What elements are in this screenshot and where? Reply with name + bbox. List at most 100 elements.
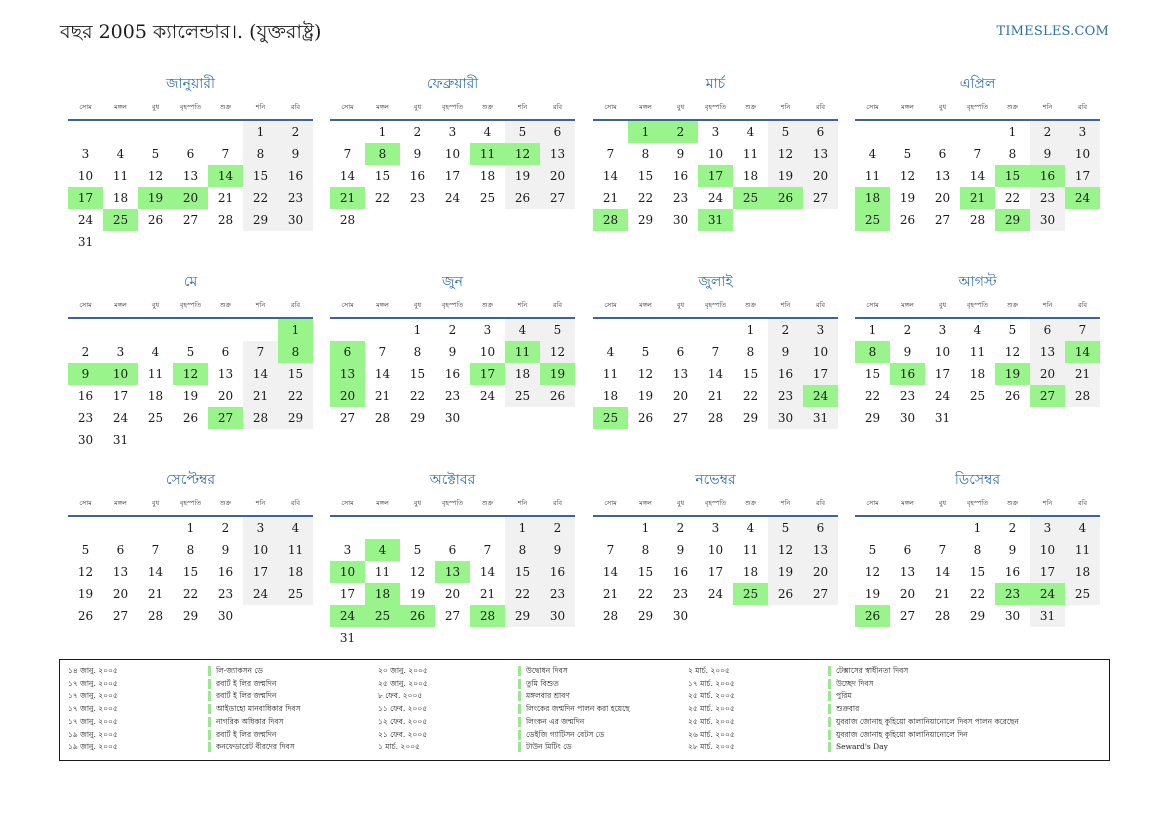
day-cell[interactable]: 18 [147,389,164,403]
day-cell[interactable]: 7 [151,543,160,557]
day-cell[interactable]: 2 [278,121,313,143]
day-cell[interactable]: 3 [243,517,278,539]
day-cell[interactable]: 11 [278,539,313,561]
day-cell[interactable]: 25 [278,583,313,605]
day-cell[interactable]: 14 [374,367,391,381]
day-cell[interactable]: 14 [934,565,951,579]
day-cell[interactable]: 3 [938,323,947,337]
day-cell[interactable]: 9 [278,143,313,165]
day-cell[interactable]: 28 [934,609,951,623]
day-cell[interactable]: 27 [899,609,916,623]
holiday-day-cell[interactable]: 10 [330,561,365,583]
day-cell[interactable]: 30 [1030,209,1065,231]
day-cell[interactable]: 9 [1008,543,1017,557]
day-cell[interactable]: 8 [973,543,982,557]
day-cell[interactable]: 6 [803,121,838,143]
day-cell[interactable]: 19 [899,191,916,205]
day-cell[interactable]: 8 [413,345,422,359]
day-cell[interactable]: 5 [641,345,650,359]
day-cell[interactable]: 2 [413,125,422,139]
day-cell[interactable]: 23 [444,389,461,403]
day-cell[interactable]: 8 [641,543,650,557]
day-cell[interactable]: 12 [409,565,426,579]
holiday-day-cell[interactable]: 13 [330,363,365,385]
holiday-day-cell[interactable]: 8 [855,341,890,363]
day-cell[interactable]: 31 [803,407,838,429]
holiday-day-cell[interactable]: 25 [103,209,138,231]
holiday-day-cell[interactable]: 8 [278,341,313,363]
day-cell[interactable]: 1 [413,323,422,337]
holiday-day-cell[interactable]: 25 [593,407,628,429]
day-cell[interactable]: 21 [1065,363,1100,385]
day-cell[interactable]: 28 [374,411,391,425]
holiday-day-cell[interactable]: 24 [1030,583,1065,605]
day-cell[interactable]: 14 [602,169,619,183]
day-cell[interactable]: 12 [768,143,803,165]
day-cell[interactable]: 5 [186,345,195,359]
day-cell[interactable]: 7 [606,543,615,557]
day-cell[interactable]: 6 [1030,319,1065,341]
holiday-day-cell[interactable]: 25 [733,583,768,605]
day-cell[interactable]: 2 [540,517,575,539]
day-cell[interactable]: 27 [934,213,951,227]
holiday-day-cell[interactable]: 14 [208,165,243,187]
day-cell[interactable]: 29 [409,411,426,425]
day-cell[interactable]: 4 [151,345,160,359]
day-cell[interactable]: 6 [676,345,685,359]
day-cell[interactable]: 10 [803,341,838,363]
day-cell[interactable]: 3 [711,521,720,535]
day-cell[interactable]: 3 [343,543,352,557]
day-cell[interactable]: 27 [182,213,199,227]
day-cell[interactable]: 26 [147,213,164,227]
day-cell[interactable]: 3 [803,319,838,341]
day-cell[interactable]: 26 [182,411,199,425]
day-cell[interactable]: 11 [969,345,986,359]
holiday-day-cell[interactable]: 13 [435,561,470,583]
holiday-day-cell[interactable]: 12 [173,363,208,385]
day-cell[interactable]: 31 [339,631,356,645]
day-cell[interactable]: 30 [768,407,803,429]
day-cell[interactable]: 22 [969,587,986,601]
day-cell[interactable]: 19 [77,587,94,601]
day-cell[interactable]: 18 [1065,561,1100,583]
day-cell[interactable]: 7 [378,345,387,359]
day-cell[interactable]: 18 [742,169,759,183]
day-cell[interactable]: 19 [768,165,803,187]
holiday-day-cell[interactable]: 24 [1065,187,1100,209]
day-cell[interactable]: 13 [1030,341,1065,363]
day-cell[interactable]: 20 [444,587,461,601]
day-cell[interactable]: 25 [969,389,986,403]
day-cell[interactable]: 14 [147,565,164,579]
day-cell[interactable]: 5 [81,543,90,557]
holiday-day-cell[interactable]: 11 [505,341,540,363]
day-cell[interactable]: 2 [221,521,230,535]
day-cell[interactable]: 4 [606,345,615,359]
holiday-day-cell[interactable]: 31 [698,209,733,231]
holiday-day-cell[interactable]: 21 [960,187,995,209]
day-cell[interactable]: 13 [803,539,838,561]
day-cell[interactable]: 11 [374,565,391,579]
day-cell[interactable]: 2 [1030,121,1065,143]
day-cell[interactable]: 26 [768,583,803,605]
day-cell[interactable]: 20 [1030,363,1065,385]
day-cell[interactable]: 26 [77,609,94,623]
day-cell[interactable]: 5 [1008,323,1017,337]
day-cell[interactable]: 30 [1004,609,1021,623]
day-cell[interactable]: 19 [182,389,199,403]
day-cell[interactable]: 5 [903,147,912,161]
day-cell[interactable]: 25 [479,191,496,205]
day-cell[interactable]: 14 [339,169,356,183]
day-cell[interactable]: 4 [868,147,877,161]
day-cell[interactable]: 23 [217,587,234,601]
day-cell[interactable]: 6 [540,121,575,143]
day-cell[interactable]: 22 [742,389,759,403]
day-cell[interactable]: 10 [934,345,951,359]
day-cell[interactable]: 3 [81,147,90,161]
day-cell[interactable]: 7 [938,543,947,557]
day-cell[interactable]: 2 [903,323,912,337]
day-cell[interactable]: 17 [339,587,356,601]
holiday-day-cell[interactable]: 24 [330,605,365,627]
day-cell[interactable]: 17 [243,561,278,583]
day-cell[interactable]: 27 [672,411,689,425]
holiday-day-cell[interactable]: 1 [628,121,663,143]
